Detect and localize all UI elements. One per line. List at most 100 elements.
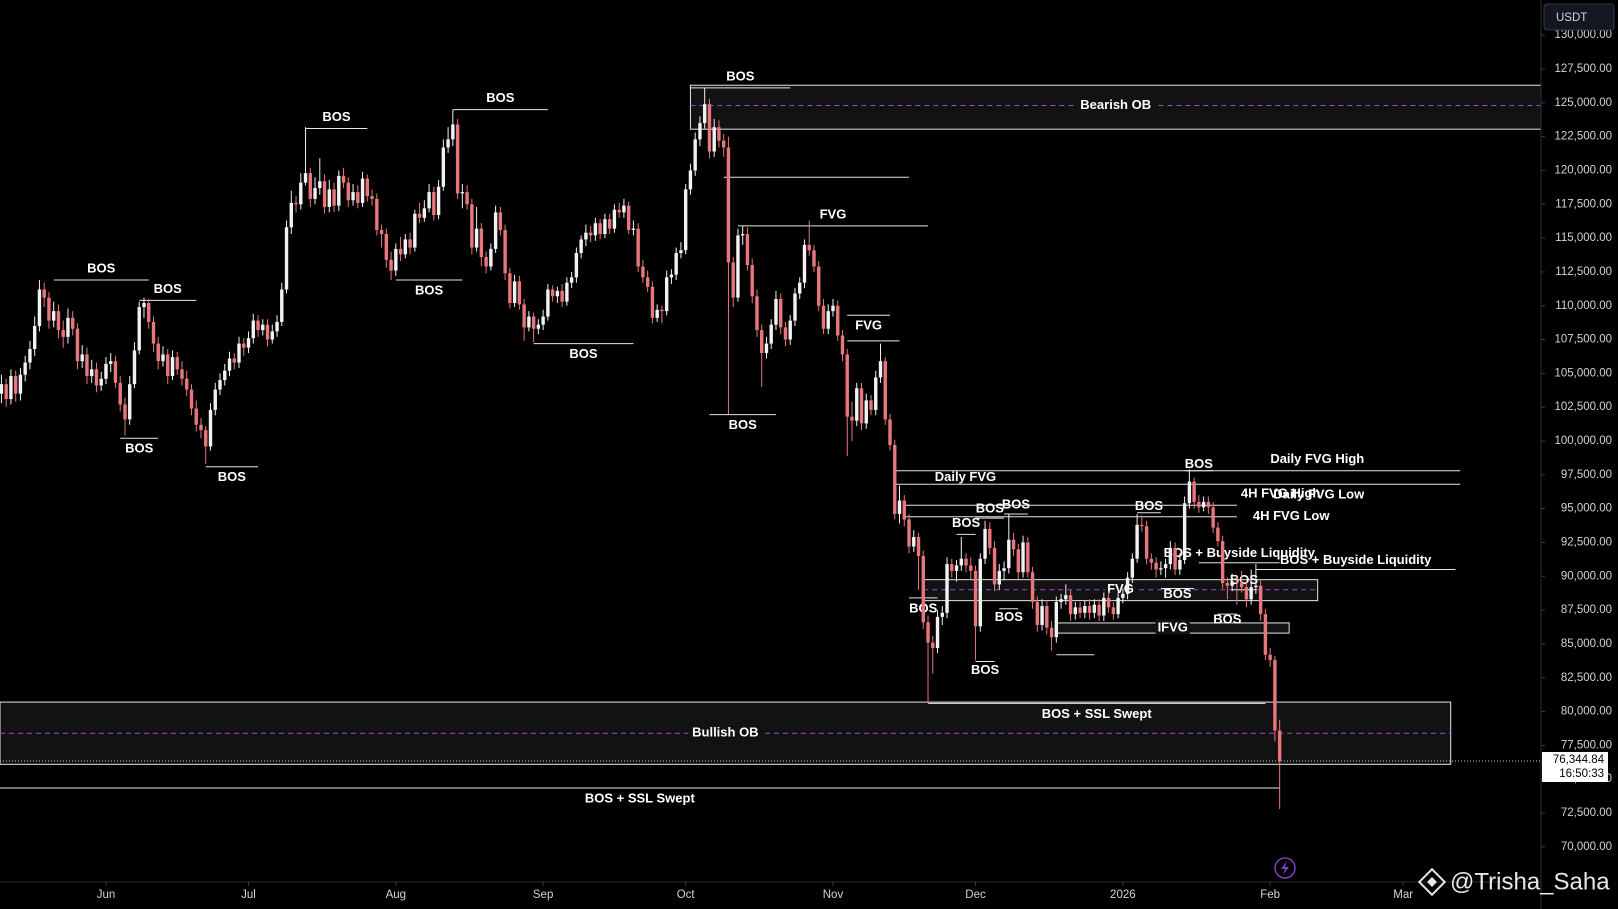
candle-body [427, 192, 431, 209]
candle-body [636, 228, 640, 267]
candle-body [356, 192, 360, 203]
zone-bottom-label: 4H FVG Low [1253, 508, 1330, 523]
level-label: BOS [87, 260, 116, 275]
level-label: BOS + Buyside Liquidity [1164, 545, 1316, 560]
icon-bolt [1281, 861, 1289, 875]
currency-label: USDT [1556, 12, 1587, 24]
candle-body [983, 528, 987, 559]
candle-body [1258, 585, 1263, 615]
candle-body [1235, 581, 1239, 584]
candle-body [151, 321, 156, 344]
candle-body [750, 265, 754, 297]
candle-body [284, 227, 289, 290]
zone-label-bg [688, 723, 763, 741]
x-tick-label: Aug [386, 889, 406, 901]
candle-body [118, 382, 122, 405]
candle-body [527, 316, 531, 328]
candle-body [1049, 627, 1054, 638]
level-label: BOS + Buyside Liquidity [1280, 552, 1432, 567]
candle-body [574, 252, 579, 278]
candle-body [1035, 601, 1040, 625]
candle-body [189, 389, 194, 409]
candle-body [707, 104, 712, 152]
candle-body [935, 616, 940, 648]
candle-body [721, 140, 726, 148]
level-label: BOS + SSL Swept [585, 790, 696, 805]
candle-body [1054, 601, 1059, 638]
icon-circle [1274, 857, 1296, 879]
candle-body [446, 139, 450, 148]
candle-body [1125, 577, 1130, 594]
candle-body [199, 424, 203, 431]
currency-box [1543, 3, 1615, 31]
candle-body [826, 311, 830, 329]
candle-body [626, 205, 631, 230]
candle-body [565, 282, 569, 302]
candle-body [379, 229, 384, 235]
candle-body [299, 182, 303, 205]
candle-body [679, 250, 683, 253]
candle-body [470, 204, 474, 248]
candle-body [261, 324, 265, 331]
candle-body [18, 374, 23, 394]
candle-body [855, 388, 859, 421]
candle-body [351, 192, 355, 201]
candle-body [954, 565, 959, 571]
candle-body [779, 298, 783, 328]
candle-body [888, 419, 892, 446]
candle-body [997, 570, 1001, 585]
candle-body [622, 205, 626, 213]
candle-body [265, 324, 270, 340]
level-label: BOS [415, 282, 444, 297]
candle-body [964, 558, 968, 566]
candle-body [128, 384, 132, 420]
candle-body [432, 192, 436, 216]
candle-body [465, 192, 469, 205]
x-tick-label: Oct [677, 889, 696, 901]
candle-body [831, 305, 835, 312]
candle-body [251, 320, 255, 339]
replay-icon[interactable] [1274, 857, 1296, 879]
candle-body [280, 289, 284, 322]
watermark-text: @Trisha_Saha [1450, 868, 1610, 895]
candle-body [1064, 595, 1068, 600]
candle-body [1192, 481, 1196, 502]
candle-body [588, 232, 593, 236]
candle-body [417, 213, 422, 218]
candle-body [1149, 558, 1154, 563]
candle-body [517, 281, 522, 305]
candle-body [536, 324, 541, 329]
candle-body [817, 266, 821, 306]
candle-body [384, 234, 389, 260]
logo-outer [1417, 867, 1447, 897]
candle-body [1159, 568, 1163, 570]
candle-body [1187, 481, 1192, 504]
y-tick-label: 90,000.00 [1561, 570, 1612, 582]
candle-body [185, 378, 189, 390]
candle-body [237, 343, 241, 363]
candle-body [645, 277, 650, 287]
candle-body [1059, 599, 1063, 602]
y-tick-label: 102,500.00 [1554, 401, 1612, 413]
candle-body [978, 558, 982, 627]
candle-body [1002, 568, 1006, 571]
candle-body [1216, 527, 1220, 542]
candle-body [674, 252, 678, 275]
candle-body [47, 297, 51, 321]
level-label: BOS [218, 469, 247, 484]
candle-body [208, 409, 213, 447]
candle-body [802, 244, 807, 283]
currency-badge[interactable]: USDT [1543, 3, 1615, 31]
candle-body [1225, 583, 1230, 586]
candle-body [883, 361, 887, 420]
candle-body [1249, 587, 1253, 600]
candle-body [745, 234, 750, 266]
candle-body [812, 250, 816, 267]
level-label: BOS [154, 281, 183, 296]
y-tick-label: 70,000.00 [1561, 841, 1612, 853]
candle-body [313, 188, 317, 199]
candle-body [180, 369, 184, 379]
y-tick-label: 127,500.00 [1554, 63, 1612, 75]
level-label: BOS [1135, 498, 1164, 513]
candle-body [375, 198, 379, 230]
